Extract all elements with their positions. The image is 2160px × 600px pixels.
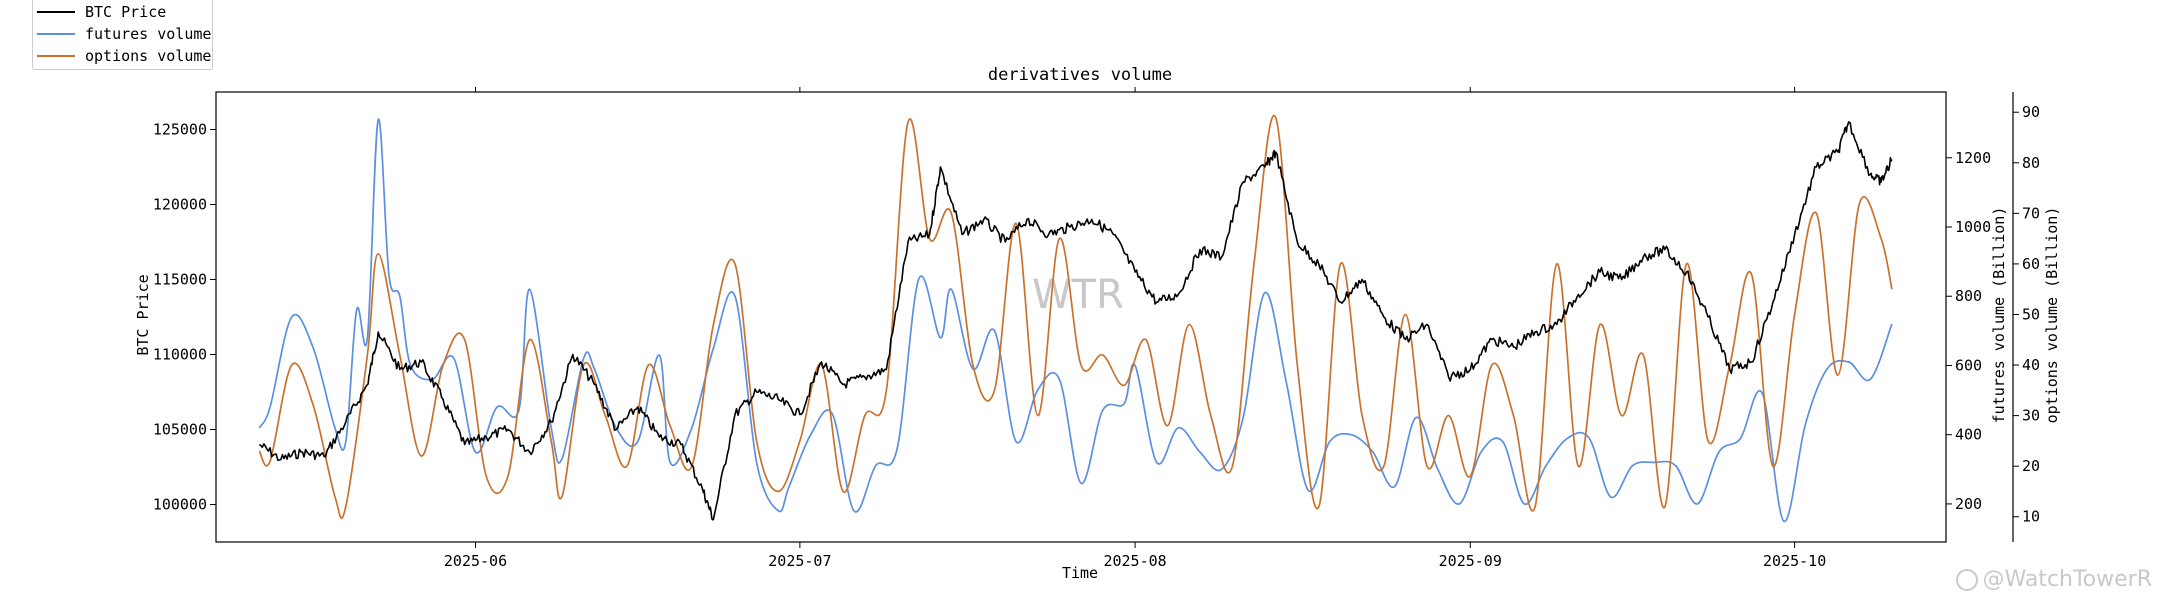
watermark-center: WTR	[1032, 272, 1124, 318]
price-tick-label: 115000	[153, 271, 207, 289]
options-tick-label: 50	[2022, 305, 2040, 323]
x-axis-label: Time	[1062, 564, 1098, 582]
options-tick-label: 90	[2022, 103, 2040, 121]
futures-tick-label: 200	[1955, 495, 1982, 513]
legend-swatch-options	[37, 55, 75, 57]
futures-tick-label: 600	[1955, 356, 1982, 374]
plot-frame	[215, 91, 1947, 543]
series-line-options-volume	[258, 114, 1893, 520]
price-tick-label: 110000	[153, 346, 207, 364]
x-tick-label: 2025-06	[444, 552, 507, 570]
price-tick-label: 100000	[153, 496, 207, 514]
options-tick-label: 70	[2022, 204, 2040, 222]
price-axis-label: BTC Price	[134, 274, 152, 355]
options-tick-label: 10	[2022, 508, 2040, 526]
options-tick-label: 30	[2022, 407, 2040, 425]
legend-label-futures: futures volume	[85, 25, 212, 43]
axes-group: 2025-06 2025-07 2025-08 2025-09 2025-10 10000…	[153, 87, 2040, 570]
watermark-corner-text: @WatchTowerR	[1982, 567, 2152, 592]
x-tick-label: 2025-10	[1763, 552, 1826, 570]
futures-tick-label: 1000	[1955, 218, 1991, 236]
futures-tick-label: 400	[1955, 426, 1982, 444]
watermark-corner: @WatchTowerR	[1956, 567, 2152, 592]
options-tick-label: 20	[2022, 457, 2040, 475]
weibo-icon	[1956, 568, 1979, 591]
legend-swatch-price	[37, 11, 75, 13]
legend-item-price: BTC Price	[37, 2, 166, 22]
legend-label-price: BTC Price	[85, 3, 167, 21]
x-tick-label: 2025-07	[768, 552, 831, 570]
series-line-futures-volume	[258, 118, 1893, 523]
price-tick-label: 105000	[153, 421, 207, 439]
legend: BTC Price futures volume options volume	[32, 0, 213, 70]
legend-item-futures: futures volume	[37, 24, 211, 44]
options-axis-label: options volume (Billion)	[2043, 207, 2061, 424]
options-tick-label: 40	[2022, 356, 2040, 374]
plot-frame-group	[215, 91, 1947, 543]
price-tick-label: 125000	[153, 121, 207, 139]
legend-swatch-futures	[37, 33, 75, 35]
chart-title: derivatives volume	[988, 65, 1172, 85]
x-tick-label: 2025-08	[1103, 552, 1166, 570]
futures-tick-label: 1200	[1955, 149, 1991, 167]
futures-axis-label: futures volume (Billion)	[1990, 207, 2008, 424]
futures-tick-label: 800	[1955, 287, 1982, 305]
options-tick-label: 80	[2022, 154, 2040, 172]
x-tick-label: 2025-09	[1439, 552, 1502, 570]
price-tick-label: 120000	[153, 196, 207, 214]
legend-item-options: options volume	[37, 46, 211, 66]
series-line-btc-price	[258, 121, 1893, 521]
legend-label-options: options volume	[85, 47, 212, 65]
options-tick-label: 60	[2022, 255, 2040, 273]
series-group	[258, 114, 1893, 523]
